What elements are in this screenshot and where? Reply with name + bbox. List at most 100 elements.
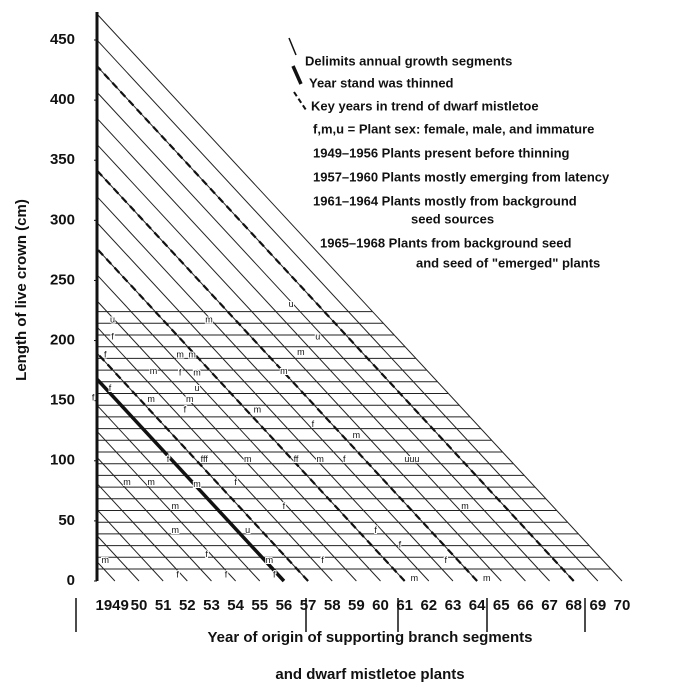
x-tick-label: 60 — [372, 597, 389, 614]
x-tick-label: 51 — [155, 597, 172, 614]
growth-diagonal — [96, 144, 502, 582]
plant-label: m — [244, 454, 252, 464]
legend-text: Key years in trend of dwarf mistletoe — [311, 98, 539, 113]
x-tick-label: 61 — [396, 597, 413, 614]
growth-diagonal — [96, 117, 526, 582]
x-tick-label: 68 — [565, 597, 582, 614]
y-tick-label: 400 — [50, 91, 75, 108]
y-tick-label: 250 — [50, 271, 75, 288]
plant-label: m — [297, 347, 305, 357]
plant-label: f — [167, 454, 170, 464]
legend-text: and seed of "emerged" plants — [416, 255, 600, 270]
plant-label: u — [194, 383, 199, 393]
growth-diagonal — [96, 222, 430, 582]
y-tick-label: 350 — [50, 151, 75, 168]
x-tick-label: 58 — [324, 597, 341, 614]
plant-label: f — [444, 555, 447, 565]
legend-text: Year stand was thinned — [309, 75, 454, 90]
legend: Delimits annual growth segments Year sta… — [288, 37, 610, 270]
plant-label: f — [205, 549, 208, 559]
legend-thin-line — [288, 37, 297, 56]
x-tick-label: 55 — [251, 597, 268, 614]
x-tick-label: 62 — [420, 597, 437, 614]
plant-label: u — [289, 299, 294, 309]
x-tick-label: 69 — [590, 597, 607, 614]
x-tick-label: 63 — [445, 597, 462, 614]
plant-label: m — [254, 405, 262, 415]
legend-text: 1949–1956 Plants present before thinning — [313, 145, 570, 160]
y-tick-label: 150 — [50, 392, 75, 409]
plant-label: f — [92, 393, 95, 403]
legend-thick-line — [291, 65, 303, 85]
y-tick-label: 50 — [58, 512, 75, 529]
y-axis-title: Length of live crown (cm) — [13, 199, 30, 381]
growth-diagonal — [96, 13, 623, 582]
x-tick-label: 54 — [227, 597, 244, 614]
plant-label: f — [273, 569, 276, 579]
plant-label: m — [101, 555, 109, 565]
growth-diagonal — [96, 430, 236, 582]
plant-label: m — [171, 501, 179, 511]
plant-label: f — [184, 405, 187, 415]
legend-text: 1961–1964 Plants mostly from background — [313, 193, 577, 208]
growth-diagonal — [96, 39, 599, 582]
growth-diagonal — [96, 561, 116, 582]
plant-label: f — [176, 569, 179, 579]
growth-diagonal — [96, 300, 357, 582]
plant-label: m — [205, 314, 213, 324]
growth-diagonal — [96, 535, 140, 582]
plant-label: m — [186, 394, 194, 404]
x-axis-title: and dwarf mistletoe plants — [275, 666, 464, 683]
plant-label: ff — [294, 454, 299, 464]
plant-label: m — [193, 479, 201, 489]
legend-text: Delimits annual growth segments — [305, 53, 512, 68]
plant-label: m — [147, 394, 155, 404]
x-tick-label: 53 — [203, 597, 220, 614]
plant-label: uuu — [404, 454, 419, 464]
plant-label: m — [171, 525, 179, 535]
plant-label: m — [461, 501, 469, 511]
x-tick-label: 56 — [276, 597, 293, 614]
y-tick-label: 200 — [50, 332, 75, 349]
y-tick-label: 100 — [50, 452, 75, 469]
legend-text: seed sources — [411, 211, 494, 226]
plant-label: m — [266, 555, 274, 565]
key-year-line — [96, 352, 309, 582]
y-tick-label: 0 — [67, 572, 75, 589]
plant-label: f — [399, 539, 402, 549]
x-tick-label: 66 — [517, 597, 534, 614]
key-year-line — [96, 247, 406, 582]
plant-label: f — [179, 367, 182, 377]
growth-diagonal — [96, 326, 333, 582]
y-tick-label: 450 — [50, 31, 75, 48]
x-tick-label: 65 — [493, 597, 510, 614]
plant-label: m — [147, 477, 155, 487]
plant-label: m — [123, 477, 131, 487]
plant-label: fff — [201, 454, 209, 464]
growth-diagonal — [96, 509, 164, 582]
plant-label: m — [193, 367, 201, 377]
plant-label: u — [315, 331, 320, 341]
plant-label: f — [104, 349, 107, 359]
period-dividers — [75, 598, 586, 632]
legend-text: 1965–1968 Plants from background seed — [320, 235, 572, 250]
plant-label: f — [312, 419, 315, 429]
plant-label: m — [411, 573, 419, 583]
plant-label: f — [343, 454, 346, 464]
y-tick-label: 300 — [50, 211, 75, 228]
legend-text: 1957–1960 Plants mostly emerging from la… — [313, 169, 610, 184]
plant-label: f — [109, 383, 112, 393]
x-tick-label: 59 — [348, 597, 365, 614]
plant-label: m — [150, 366, 158, 376]
plant-label: m — [176, 349, 184, 359]
x-tick-label: 1949 — [95, 597, 128, 614]
plant-label: m — [316, 454, 324, 464]
plant-label: f — [111, 331, 114, 341]
thinned-year-line — [95, 377, 286, 583]
plant-label: f — [283, 501, 286, 511]
x-tick-label: 64 — [469, 597, 486, 614]
plant-label: u — [110, 314, 115, 324]
plant-label: m — [483, 573, 491, 583]
plant-label: m — [280, 366, 288, 376]
